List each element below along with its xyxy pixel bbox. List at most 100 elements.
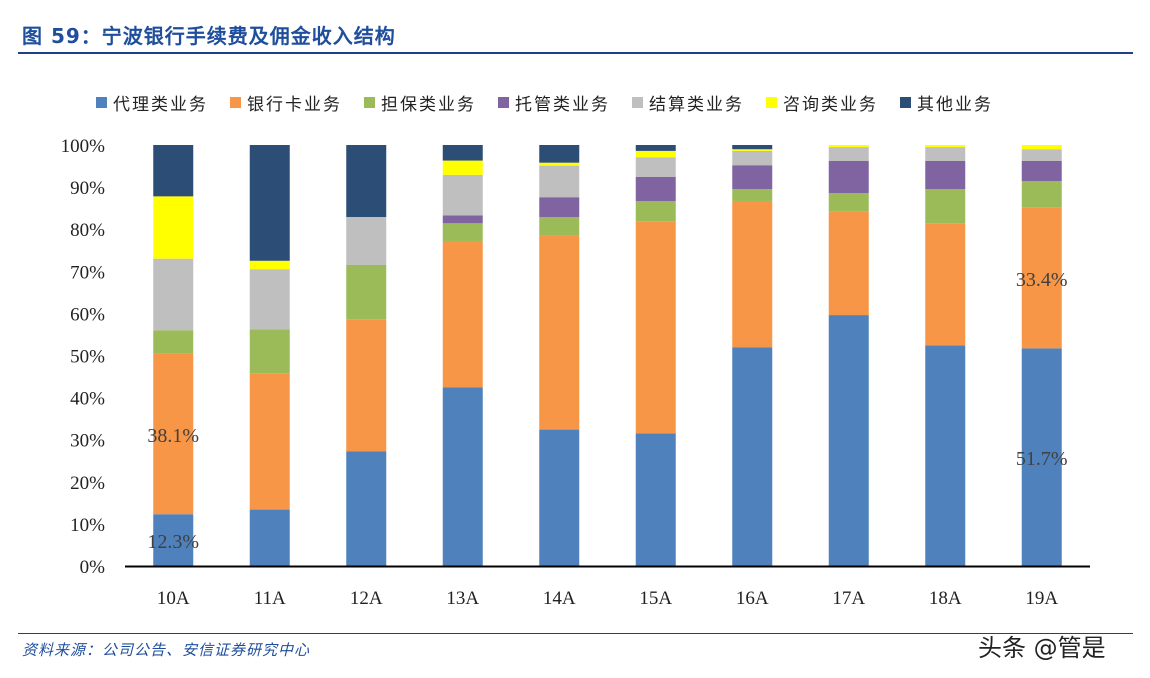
y-tick-label: 30% [70, 431, 105, 452]
bar-segment [539, 197, 580, 217]
legend-item: 银行卡业务 [230, 90, 342, 115]
bar-segment [442, 145, 483, 161]
y-tick-label: 0% [80, 557, 106, 578]
bar-segment [1021, 145, 1062, 150]
y-tick-label: 10% [70, 515, 105, 536]
legend-item: 其他业务 [900, 90, 993, 115]
bar-segment [539, 216, 580, 236]
bar-segment [442, 174, 483, 216]
legend-label: 托管类业务 [515, 95, 610, 115]
bar-segment [249, 373, 290, 510]
legend-swatch [900, 97, 911, 108]
legend-swatch [766, 97, 777, 108]
bar-segment [732, 150, 773, 166]
bar-segment [442, 223, 483, 241]
bar-segment [153, 258, 194, 331]
x-tick-label: 13A [446, 588, 479, 609]
bar-segment [925, 147, 966, 161]
bar-segment [249, 269, 290, 330]
legend-label: 其他业务 [917, 95, 993, 115]
y-tick-label: 90% [70, 178, 105, 199]
bar-segment [732, 145, 773, 150]
source-note: 资料来源：公司公告、安信证券研究中心 [22, 641, 311, 659]
legend-label: 银行卡业务 [247, 95, 342, 115]
bar-segment [732, 149, 773, 151]
y-tick-label: 20% [70, 473, 105, 494]
bar-segment [249, 260, 290, 270]
bar-segment [442, 387, 483, 566]
bar-segment [1021, 181, 1062, 208]
bar-segment [153, 145, 194, 197]
bar-segment [828, 145, 869, 148]
bar-segment [732, 200, 773, 348]
bar-segment [635, 176, 676, 201]
bar-segment [925, 223, 966, 346]
x-tick-label: 11A [254, 588, 286, 609]
legend-label: 代理类业务 [113, 95, 208, 115]
legend-label: 担保类业务 [381, 95, 476, 115]
bar-segment [732, 347, 773, 566]
bar-segment [346, 264, 387, 320]
bar-segment [828, 147, 869, 161]
x-tick-label: 14A [543, 588, 576, 609]
legend-swatch [632, 97, 643, 108]
bar-segment [1021, 348, 1062, 566]
bar-segment [153, 196, 194, 259]
bar-segment [635, 221, 676, 434]
x-tick-label: 18A [929, 588, 962, 609]
bar-segment [249, 329, 290, 374]
bar-segment [635, 433, 676, 566]
watermark: 头条 @管是 [978, 634, 1106, 662]
bar-segment [539, 235, 580, 430]
x-tick-label: 12A [350, 588, 383, 609]
legend-item: 托管类业务 [498, 90, 610, 115]
bar-segment [1021, 149, 1062, 161]
bar-segment [828, 192, 869, 212]
x-tick-label: 17A [832, 588, 865, 609]
bar-segment [925, 160, 966, 190]
bar-segment [153, 330, 194, 354]
bar-segment [635, 157, 676, 177]
bar-segment [539, 429, 580, 566]
data-label: 12.3% [147, 531, 199, 553]
bar-segment [346, 319, 387, 452]
bar-segment [635, 145, 676, 151]
legend-swatch [96, 97, 107, 108]
legend-item: 咨询类业务 [766, 90, 878, 115]
bar-segment [732, 189, 773, 201]
bar-segment [1021, 207, 1062, 349]
source-divider [18, 633, 1133, 634]
x-tick-label: 19A [1025, 588, 1058, 609]
bar-segment [539, 145, 580, 163]
y-tick-label: 80% [70, 220, 105, 241]
x-tick-label: 10A [157, 588, 190, 609]
legend-label: 咨询类业务 [783, 95, 878, 115]
legend-item: 结算类业务 [632, 90, 744, 115]
x-tick-label: 15A [639, 588, 672, 609]
legend-swatch [364, 97, 375, 108]
bar-segment [539, 165, 580, 198]
bar-segment [925, 189, 966, 224]
bar-segment [346, 451, 387, 566]
y-tick-label: 70% [70, 262, 105, 283]
x-tick-label: 16A [736, 588, 769, 609]
bar-segment [635, 200, 676, 222]
y-tick-label: 100% [61, 136, 106, 157]
bar-segment [442, 240, 483, 388]
bar-segment [249, 509, 290, 566]
bar-segment [828, 160, 869, 193]
legend-swatch [230, 97, 241, 108]
legend-item: 代理类业务 [96, 90, 208, 115]
bar-segment [346, 145, 387, 217]
bar-segment [442, 215, 483, 224]
y-tick-label: 60% [70, 304, 105, 325]
data-label: 38.1% [147, 425, 199, 447]
bar-segment [828, 211, 869, 316]
y-tick-label: 40% [70, 389, 105, 410]
bar-segment [346, 216, 387, 265]
bar-segment [732, 165, 773, 190]
bar-segment [635, 150, 676, 158]
bar-segment [828, 315, 869, 566]
legend-item: 担保类业务 [364, 90, 476, 115]
